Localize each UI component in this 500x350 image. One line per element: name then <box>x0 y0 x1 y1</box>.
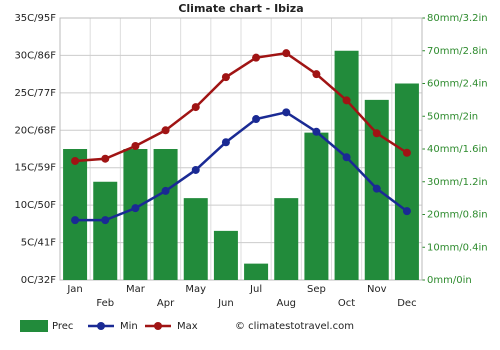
marker <box>312 127 321 136</box>
bar <box>93 181 118 280</box>
y-tick-label: 30C/86F <box>14 50 56 61</box>
marker <box>312 70 321 79</box>
x-tick-label: Feb <box>96 298 114 309</box>
marker <box>101 154 110 163</box>
x-tick-label: Oct <box>338 298 355 309</box>
marker <box>131 204 140 213</box>
bar <box>304 132 329 280</box>
marker <box>252 115 261 124</box>
y2-tick-label: 0mm/0in <box>427 275 472 286</box>
bar <box>213 230 238 280</box>
marker <box>221 73 230 82</box>
x-tick-label: Aug <box>276 298 296 309</box>
bar <box>63 149 88 280</box>
y-tick-label: 0C/32F <box>21 275 56 286</box>
y2-tick-label: 40mm/1.6in <box>427 144 488 155</box>
marker <box>131 142 140 151</box>
y-tick-label: 15C/59F <box>14 163 56 174</box>
legend-swatch <box>20 320 48 332</box>
bar <box>183 198 208 280</box>
bar <box>153 149 178 280</box>
chart-title: Climate chart - Ibiza <box>178 2 303 15</box>
legend-label: Prec <box>52 321 73 332</box>
y2-tick-label: 10mm/0.4in <box>427 242 488 253</box>
bar <box>394 83 419 280</box>
line <box>74 51 408 163</box>
x-tick-label: Sep <box>307 284 326 295</box>
line <box>75 110 408 222</box>
marker <box>221 138 230 147</box>
y-tick-label: 5C/41F <box>21 238 56 249</box>
bar <box>123 149 148 280</box>
marker <box>372 129 381 138</box>
bar <box>274 198 299 280</box>
marker <box>161 126 170 135</box>
x-tick-label: May <box>185 284 206 295</box>
x-tick-label: Jul <box>249 284 262 295</box>
marker <box>252 53 261 62</box>
marker <box>402 207 411 216</box>
legend-marker <box>154 322 162 330</box>
marker <box>71 216 80 225</box>
legend-label: Max <box>177 321 198 332</box>
y2-tick-label: 80mm/3.2in <box>427 13 488 24</box>
y2-tick-label: 70mm/2.8in <box>427 46 488 57</box>
marker <box>342 153 351 162</box>
y-tick-label: 20C/68F <box>14 125 56 136</box>
marker <box>161 186 170 195</box>
legend-marker <box>97 322 105 330</box>
x-tick-label: Jan <box>66 284 82 295</box>
y2-tick-label: 50mm/2in <box>427 111 478 122</box>
marker <box>342 96 351 105</box>
marker <box>71 156 80 165</box>
marker <box>282 108 291 117</box>
marker <box>191 165 200 174</box>
plot-border <box>59 17 423 281</box>
legend-label: Min <box>120 321 138 332</box>
source: © climatestotravel.com <box>235 321 354 332</box>
x-tick-label: Nov <box>367 284 387 295</box>
x-tick-label: Mar <box>126 284 146 295</box>
marker <box>402 148 411 157</box>
x-tick-label: Dec <box>397 298 416 309</box>
y-tick-label: 25C/77F <box>14 88 56 99</box>
y2-tick-label: 30mm/1.2in <box>427 177 488 188</box>
marker <box>372 184 381 193</box>
y-tick-label: 35C/95F <box>14 13 56 24</box>
marker <box>282 49 291 58</box>
x-tick-label: Jun <box>217 298 234 309</box>
marker <box>101 216 110 225</box>
marker <box>191 103 200 112</box>
bar <box>244 263 269 280</box>
y2-tick-label: 20mm/0.8in <box>427 210 488 221</box>
y-tick-label: 10C/50F <box>14 200 56 211</box>
y2-tick-label: 60mm/2.4in <box>427 79 488 90</box>
x-tick-label: Apr <box>157 298 175 309</box>
